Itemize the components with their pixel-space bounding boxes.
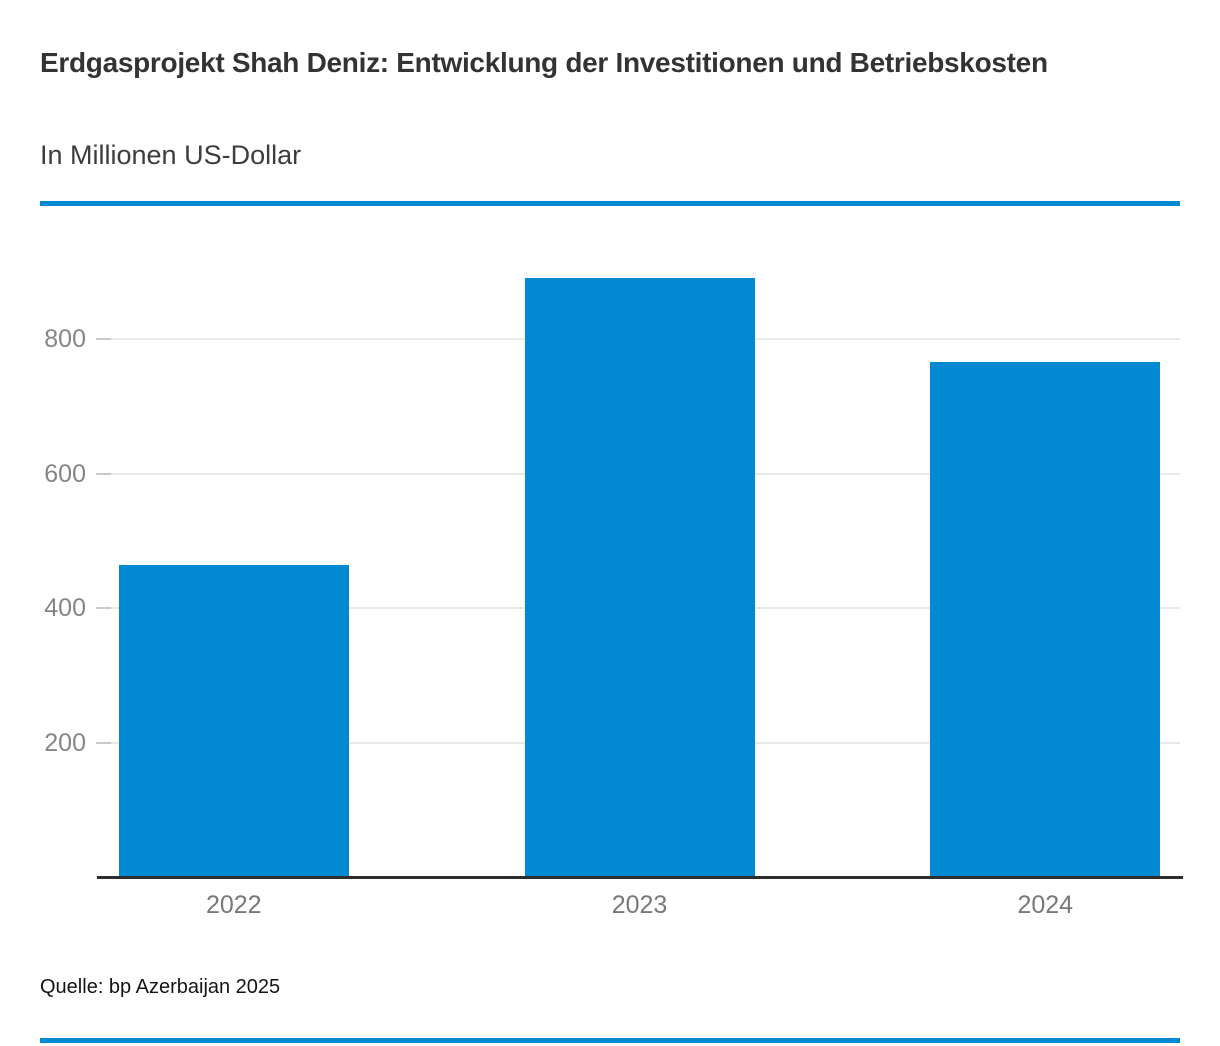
bar-2023 [524, 278, 755, 876]
x-axis-label-2022: 2022 [205, 891, 262, 919]
y-axis-tick-800 [96, 338, 111, 340]
chart-title: Erdgasprojekt Shah Deniz: Entwicklung de… [40, 47, 1048, 78]
chart-subtitle: In Millionen US-Dollar [40, 140, 302, 170]
y-axis-tick-400 [96, 607, 111, 609]
y-axis-label-600: 600 [44, 459, 86, 488]
x-axis-label-2024: 2024 [1017, 891, 1074, 919]
footer-accent-rule [40, 1038, 1180, 1043]
bar-2022 [118, 565, 349, 876]
y-axis-label-200: 200 [44, 728, 86, 757]
y-axis-label-400: 400 [44, 594, 86, 622]
source-note: Quelle: bp Azerbaijan 2025 [40, 976, 281, 998]
bar-2024 [930, 361, 1161, 876]
x-axis-baseline [97, 876, 1183, 879]
y-axis-label-800: 800 [44, 325, 86, 353]
y-axis-tick-200 [96, 741, 111, 744]
header-accent-rule [40, 201, 1180, 206]
y-axis-tick-600 [96, 472, 111, 475]
x-axis-label-2023: 2023 [611, 891, 668, 919]
